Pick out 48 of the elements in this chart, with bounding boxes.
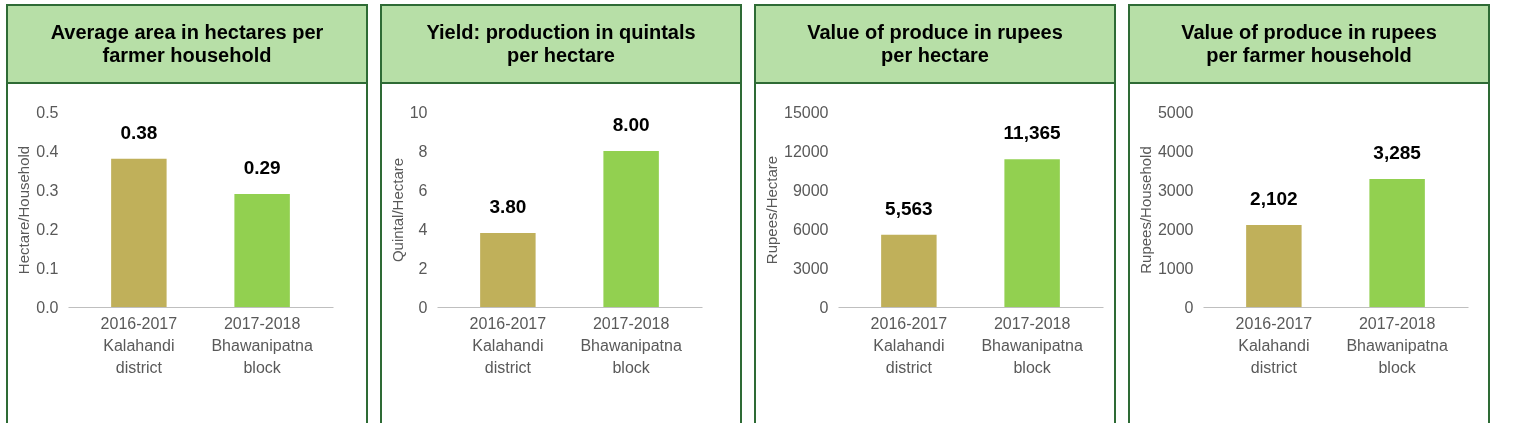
y-tick-label: 6 — [418, 181, 428, 199]
y-tick-label: 3000 — [792, 259, 829, 277]
chart-title: Yield: production in quintals per hectare — [382, 6, 740, 84]
data-label: 0.29 — [243, 156, 281, 178]
chart-title: Average area in hectares per farmer household — [8, 6, 366, 84]
chart-title: Value of produce in rupees per hectare — [756, 6, 1114, 84]
x-tick-label: 2016-2017 Kalahandi district — [100, 314, 178, 376]
y-tick-label: 0.5 — [36, 103, 59, 121]
x-tick-label: 2016-2017 Kalahandi district — [870, 314, 948, 376]
data-label: 3.80 — [489, 195, 527, 217]
data-label: 5,563 — [885, 197, 933, 219]
y-tick-label: 6000 — [792, 220, 829, 238]
data-label: 2,102 — [1250, 188, 1298, 210]
y-tick-label: 8 — [418, 142, 428, 160]
y-tick-label: 3000 — [1157, 181, 1194, 199]
x-tick-label: 2017-2018 Bhawanipatna block — [981, 314, 1083, 376]
x-tick-label: 2016-2017 Kalahandi district — [469, 314, 547, 376]
chart-title: Value of produce in rupees per farmer household — [1130, 6, 1488, 84]
y-tick-label: 9000 — [792, 181, 829, 199]
y-axis-title: Rupees/Hectare — [763, 155, 781, 265]
y-tick-label: 2000 — [1157, 220, 1194, 238]
y-tick-label: 0.1 — [36, 259, 59, 277]
y-tick-label: 0.0 — [36, 298, 59, 316]
y-tick-label: 0.4 — [36, 142, 59, 160]
y-tick-label: 0.2 — [36, 220, 59, 238]
x-tick-label: 2016-2017 Kalahandi district — [1235, 314, 1313, 376]
y-tick-label: 10 — [409, 103, 428, 121]
data-label: 3,285 — [1373, 141, 1422, 163]
y-axis-title: Quintal/Hectare — [388, 157, 406, 263]
data-label: 11,365 — [1003, 122, 1062, 144]
data-label: 0.38 — [120, 121, 158, 143]
x-tick-label: 2017-2018 Bhawanipatna block — [211, 314, 313, 376]
y-tick-label: 0 — [418, 298, 428, 316]
y-tick-label: 12000 — [784, 142, 829, 160]
data-label: 8.00 — [612, 114, 650, 135]
y-tick-label: 0 — [1184, 298, 1194, 316]
y-tick-label: 5000 — [1157, 103, 1194, 121]
y-tick-label: 0 — [819, 298, 829, 316]
y-tick-label: 1000 — [1157, 259, 1194, 277]
y-tick-label: 4000 — [1157, 142, 1194, 160]
x-tick-label: 2017-2018 Bhawanipatna block — [1346, 314, 1448, 376]
y-axis-title: Rupees/Household — [1136, 146, 1154, 274]
y-axis-title: Hectare/Household — [15, 145, 33, 275]
y-tick-label: 15000 — [784, 103, 829, 121]
y-tick-label: 0.3 — [36, 181, 59, 199]
x-tick-label: 2017-2018 Bhawanipatna block — [580, 314, 682, 376]
y-tick-label: 2 — [418, 259, 428, 277]
y-tick-label: 4 — [418, 220, 428, 238]
